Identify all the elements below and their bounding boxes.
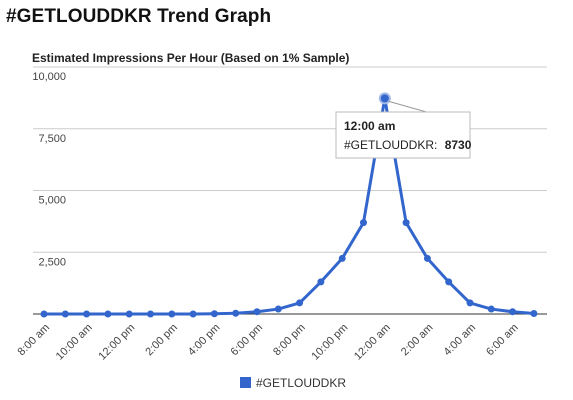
data-point[interactable] xyxy=(232,309,240,317)
y-tick-label: 7,500 xyxy=(38,133,66,145)
x-tick-label: 2:00 pm xyxy=(143,322,180,359)
data-point[interactable] xyxy=(125,310,133,318)
x-tick-label: 10:00 pm xyxy=(309,322,350,363)
data-point[interactable] xyxy=(210,310,218,318)
x-tick-label: 10:00 am xyxy=(54,322,95,363)
series-layer xyxy=(40,92,538,318)
series-line xyxy=(44,96,535,316)
data-point[interactable] xyxy=(402,219,410,227)
x-tick-label: 4:00 pm xyxy=(186,322,223,359)
y-axis-ticks: 10,000 7,500 5,000 2,500 xyxy=(32,71,66,268)
x-axis-ticks: 8:00 am 10:00 am 12:00 pm 2:00 pm 4:00 pm 6:0… xyxy=(16,322,521,363)
data-point[interactable] xyxy=(147,310,154,318)
x-tick-label: 8:00 am xyxy=(16,322,53,359)
chart-tooltip: 12:00 am #GETLOUDDKR: 8730 xyxy=(335,100,472,159)
tooltip-time: 12:00 am xyxy=(344,119,395,133)
data-point[interactable] xyxy=(40,310,48,318)
x-tick-label: 6:00 pm xyxy=(229,322,266,359)
tooltip-connector xyxy=(388,100,431,114)
page-title: #GETLOUDDKR Trend Graph xyxy=(6,6,272,27)
data-point[interactable] xyxy=(487,305,495,313)
data-point[interactable] xyxy=(378,92,391,105)
data-point[interactable] xyxy=(296,299,304,307)
y-tick-label: 5,000 xyxy=(38,195,66,207)
y-tick-label: 2,500 xyxy=(38,256,66,268)
data-point[interactable] xyxy=(423,254,431,262)
x-tick-label: 6:00 am xyxy=(484,322,521,359)
tooltip-value: 8730 xyxy=(445,138,472,152)
data-point[interactable] xyxy=(466,299,474,307)
legend-label: #GETLOUDDKR xyxy=(256,376,346,390)
x-tick-label: 4:00 am xyxy=(442,322,479,359)
legend-swatch xyxy=(240,377,251,388)
data-point[interactable] xyxy=(253,308,261,316)
chart-title: Estimated Impressions Per Hour (Based on… xyxy=(32,51,349,65)
x-tick-label: 8:00 pm xyxy=(271,322,308,359)
chart-gridlines xyxy=(33,66,547,315)
data-point[interactable] xyxy=(168,310,176,318)
data-point[interactable] xyxy=(338,254,346,262)
tooltip-box xyxy=(335,111,471,159)
x-tick-label: 2:00 am xyxy=(399,322,436,359)
y-tick-label: 10,000 xyxy=(32,71,66,83)
svg-text:#GETLOUDDKR: 8730: #GETLOUDDKR: 8730 xyxy=(344,138,472,152)
chart-legend[interactable]: #GETLOUDDKR xyxy=(240,376,346,390)
data-point[interactable] xyxy=(445,278,453,286)
tooltip-series-label: #GETLOUDDKR: xyxy=(344,138,437,152)
data-point[interactable] xyxy=(360,219,367,227)
data-point[interactable] xyxy=(317,278,325,286)
x-tick-label: 12:00 am xyxy=(352,322,393,363)
data-point[interactable] xyxy=(530,310,538,318)
data-point[interactable] xyxy=(509,308,517,316)
data-point[interactable] xyxy=(61,310,69,318)
data-point[interactable] xyxy=(104,310,112,318)
data-point[interactable] xyxy=(83,310,91,318)
x-tick-label: 12:00 pm xyxy=(96,322,137,363)
data-point[interactable] xyxy=(189,310,197,318)
data-point[interactable] xyxy=(274,305,282,313)
